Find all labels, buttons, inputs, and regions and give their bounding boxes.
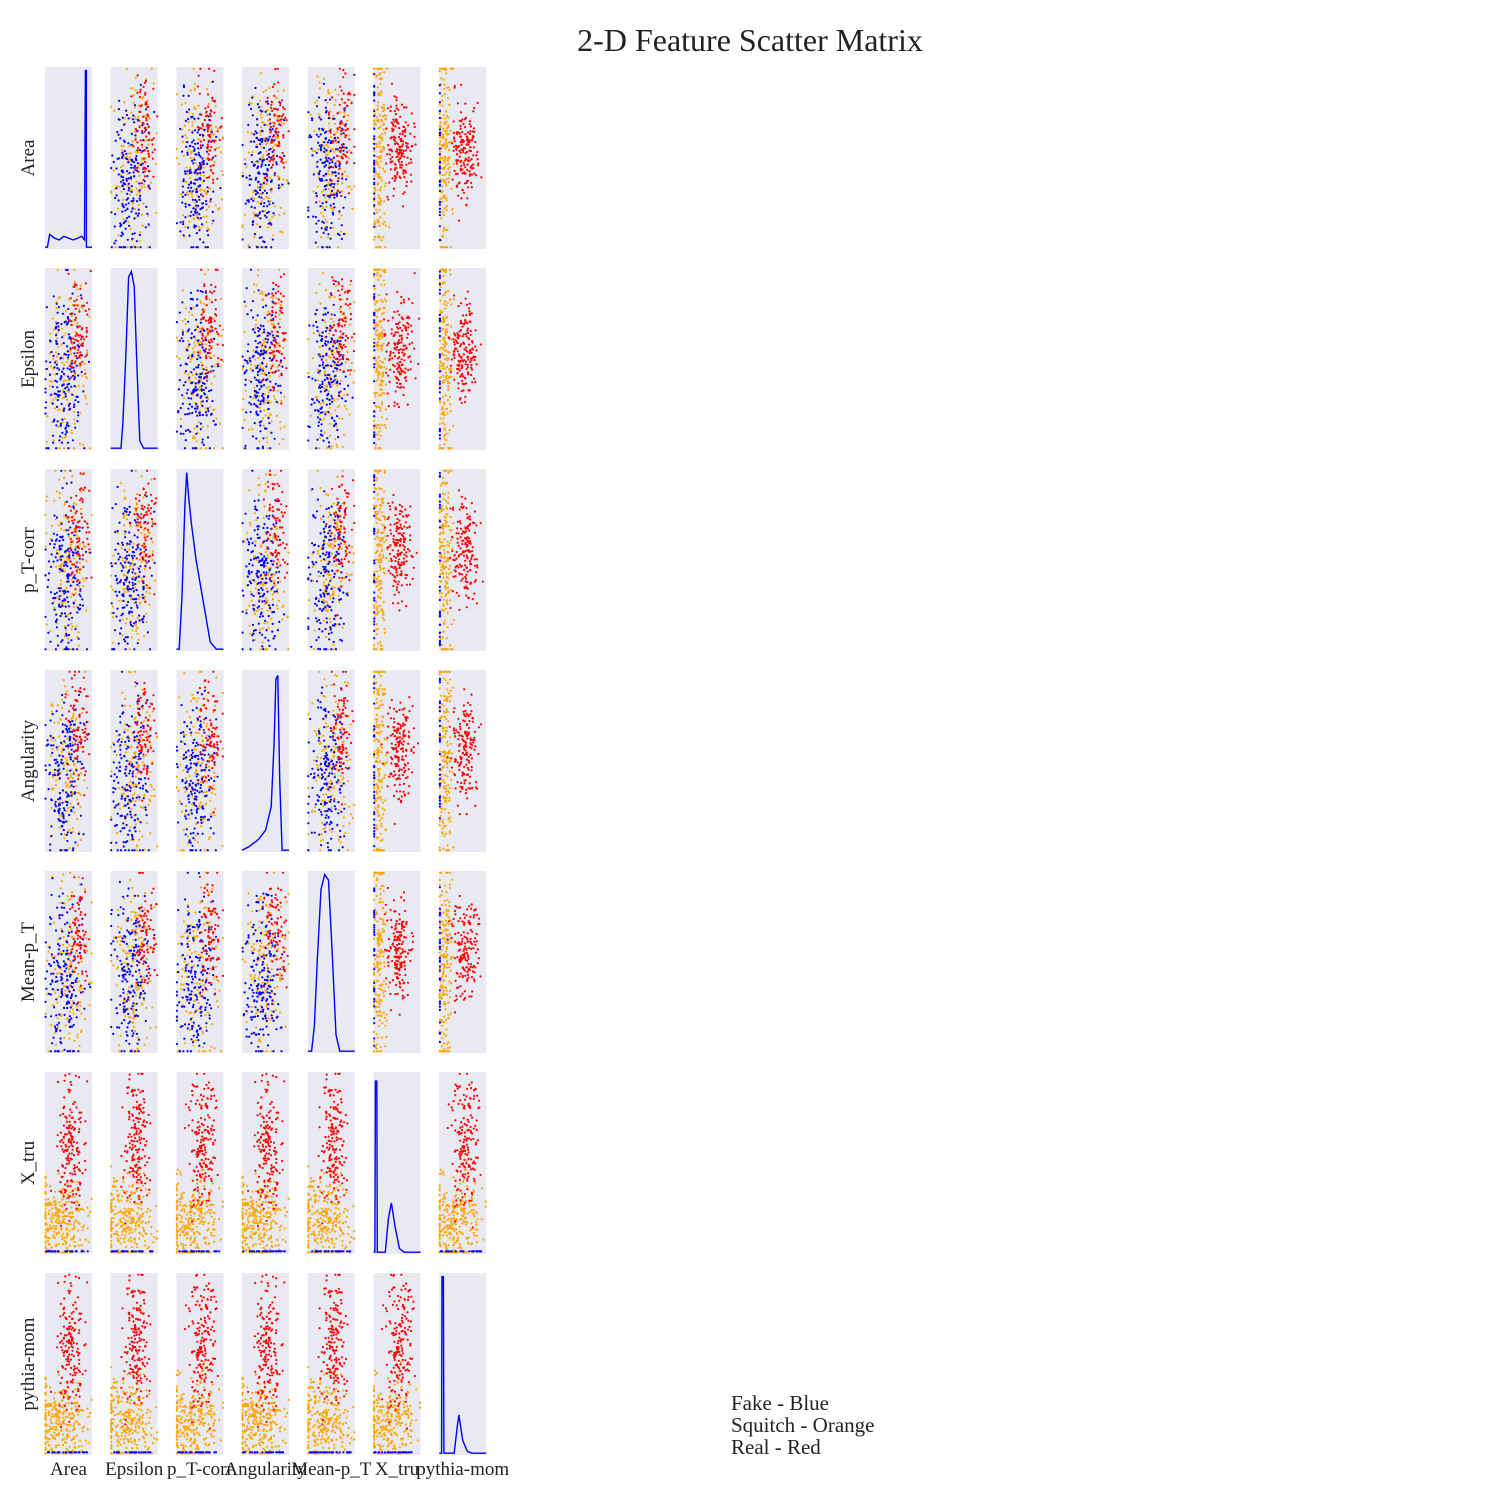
scatter-panel-Epsilon-vs-Mean-p_T xyxy=(307,268,356,450)
scatter-panel-p_T-corr-vs-Mean-p_T xyxy=(307,469,356,651)
scatter-panel-Angularity-vs-Epsilon xyxy=(110,670,159,852)
scatter-panel-Epsilon-vs-Angularity xyxy=(241,268,290,450)
scatter-panel-Area-vs-Mean-p_T xyxy=(307,67,356,249)
legend-item-fake: Fake - Blue xyxy=(731,1392,874,1414)
histogram-panel-pythia-mom xyxy=(439,1273,487,1455)
scatter-panel-Mean-p_T-vs-Angularity xyxy=(241,871,290,1053)
scatter-panel-pythia-mom-vs-p_T-corr xyxy=(175,1273,224,1455)
histogram-panel-X_tru xyxy=(373,1072,421,1254)
scatter-panel-Epsilon-vs-p_T-corr xyxy=(175,268,224,450)
scatter-panel-p_T-corr-vs-Angularity xyxy=(241,469,290,651)
scatter-panel-Area-vs-X_tru xyxy=(372,67,421,249)
x-axis-label-Area: Area xyxy=(50,1459,87,1480)
legend-item-squitch: Squitch - Orange xyxy=(731,1414,874,1436)
histogram-panel-Epsilon xyxy=(110,268,158,450)
histogram-panel-Area xyxy=(45,67,92,249)
chart-title: 2-D Feature Scatter Matrix xyxy=(0,22,1500,59)
y-axis-label-pythia-mom: pythia-mom xyxy=(18,1317,39,1410)
scatter-panel-Mean-p_T-vs-Epsilon xyxy=(110,871,159,1053)
x-axis-label-X_tru: X_tru xyxy=(375,1459,420,1480)
x-axis-label-p_T-corr: p_T-corr xyxy=(167,1459,233,1480)
scatter-panel-Area-vs-Angularity xyxy=(241,67,290,249)
y-axis-label-Epsilon: Epsilon xyxy=(18,329,39,388)
scatter-panel-Mean-p_T-vs-X_tru xyxy=(372,871,421,1053)
scatter-panel-p_T-corr-vs-X_tru xyxy=(372,469,421,651)
scatter-panel-pythia-mom-vs-X_tru xyxy=(372,1273,422,1455)
scatter-panel-Area-vs-p_T-corr xyxy=(175,67,224,249)
scatter-panel-X_tru-vs-Epsilon xyxy=(110,1072,159,1254)
x-axis-label-Angularity: Angularity xyxy=(224,1459,307,1480)
scatter-panel-pythia-mom-vs-Mean-p_T xyxy=(307,1273,356,1455)
histogram-panel-Mean-p_T xyxy=(307,871,355,1053)
scatter-panel-X_tru-vs-Mean-p_T xyxy=(307,1072,356,1254)
y-axis-label-Mean-p_T: Mean-p_T xyxy=(18,922,39,1003)
legend: Fake - Blue Squitch - Orange Real - Red xyxy=(731,1392,874,1458)
histogram-panel-p_T-corr xyxy=(176,469,224,651)
scatter-panel-Epsilon-vs-pythia-mom xyxy=(438,268,487,450)
scatter-panel-Angularity-vs-X_tru xyxy=(372,670,421,852)
y-axis-label-X_tru: X_tru xyxy=(18,1140,39,1185)
scatter-panel-X_tru-vs-Area xyxy=(44,1072,93,1254)
scatter-panel-Mean-p_T-vs-Area xyxy=(44,871,93,1053)
y-axis-label-Area: Area xyxy=(18,139,39,176)
scatter-panel-Mean-p_T-vs-pythia-mom xyxy=(438,871,487,1053)
scatter-panel-Angularity-vs-Area xyxy=(44,670,92,852)
scatter-panel-X_tru-vs-p_T-corr xyxy=(175,1072,224,1254)
y-axis-label-p_T-corr: p_T-corr xyxy=(18,526,39,592)
scatter-panel-Epsilon-vs-Area xyxy=(44,268,92,450)
x-axis-label-Mean-p_T: Mean-p_T xyxy=(291,1459,372,1480)
scatter-panel-Mean-p_T-vs-p_T-corr xyxy=(175,871,224,1053)
scatter-panel-Epsilon-vs-X_tru xyxy=(372,268,421,450)
scatter-panel-X_tru-vs-pythia-mom xyxy=(438,1072,487,1254)
histogram-panel-Angularity xyxy=(241,670,290,852)
scatter-panel-pythia-mom-vs-Area xyxy=(44,1273,93,1455)
scatter-panel-Angularity-vs-p_T-corr xyxy=(175,670,224,852)
scatter-panel-Angularity-vs-pythia-mom xyxy=(438,670,487,852)
x-axis-label-Epsilon: Epsilon xyxy=(105,1459,164,1480)
scatter-panel-pythia-mom-vs-Angularity xyxy=(241,1273,290,1455)
scatter-panel-Angularity-vs-Mean-p_T xyxy=(307,670,356,852)
legend-item-real: Real - Red xyxy=(731,1436,874,1458)
x-axis-label-pythia-mom: pythia-mom xyxy=(416,1459,509,1480)
scatter-panel-Area-vs-pythia-mom xyxy=(438,67,487,249)
scatter-panel-Area-vs-Epsilon xyxy=(110,67,159,249)
y-axis-label-Angularity: Angularity xyxy=(18,719,39,802)
scatter-panel-X_tru-vs-Angularity xyxy=(241,1072,290,1254)
scatter-panel-p_T-corr-vs-pythia-mom xyxy=(438,469,487,651)
scatter-panel-p_T-corr-vs-Epsilon xyxy=(110,469,158,651)
scatter-panel-pythia-mom-vs-Epsilon xyxy=(110,1273,159,1455)
scatter-panel-p_T-corr-vs-Area xyxy=(44,469,93,651)
